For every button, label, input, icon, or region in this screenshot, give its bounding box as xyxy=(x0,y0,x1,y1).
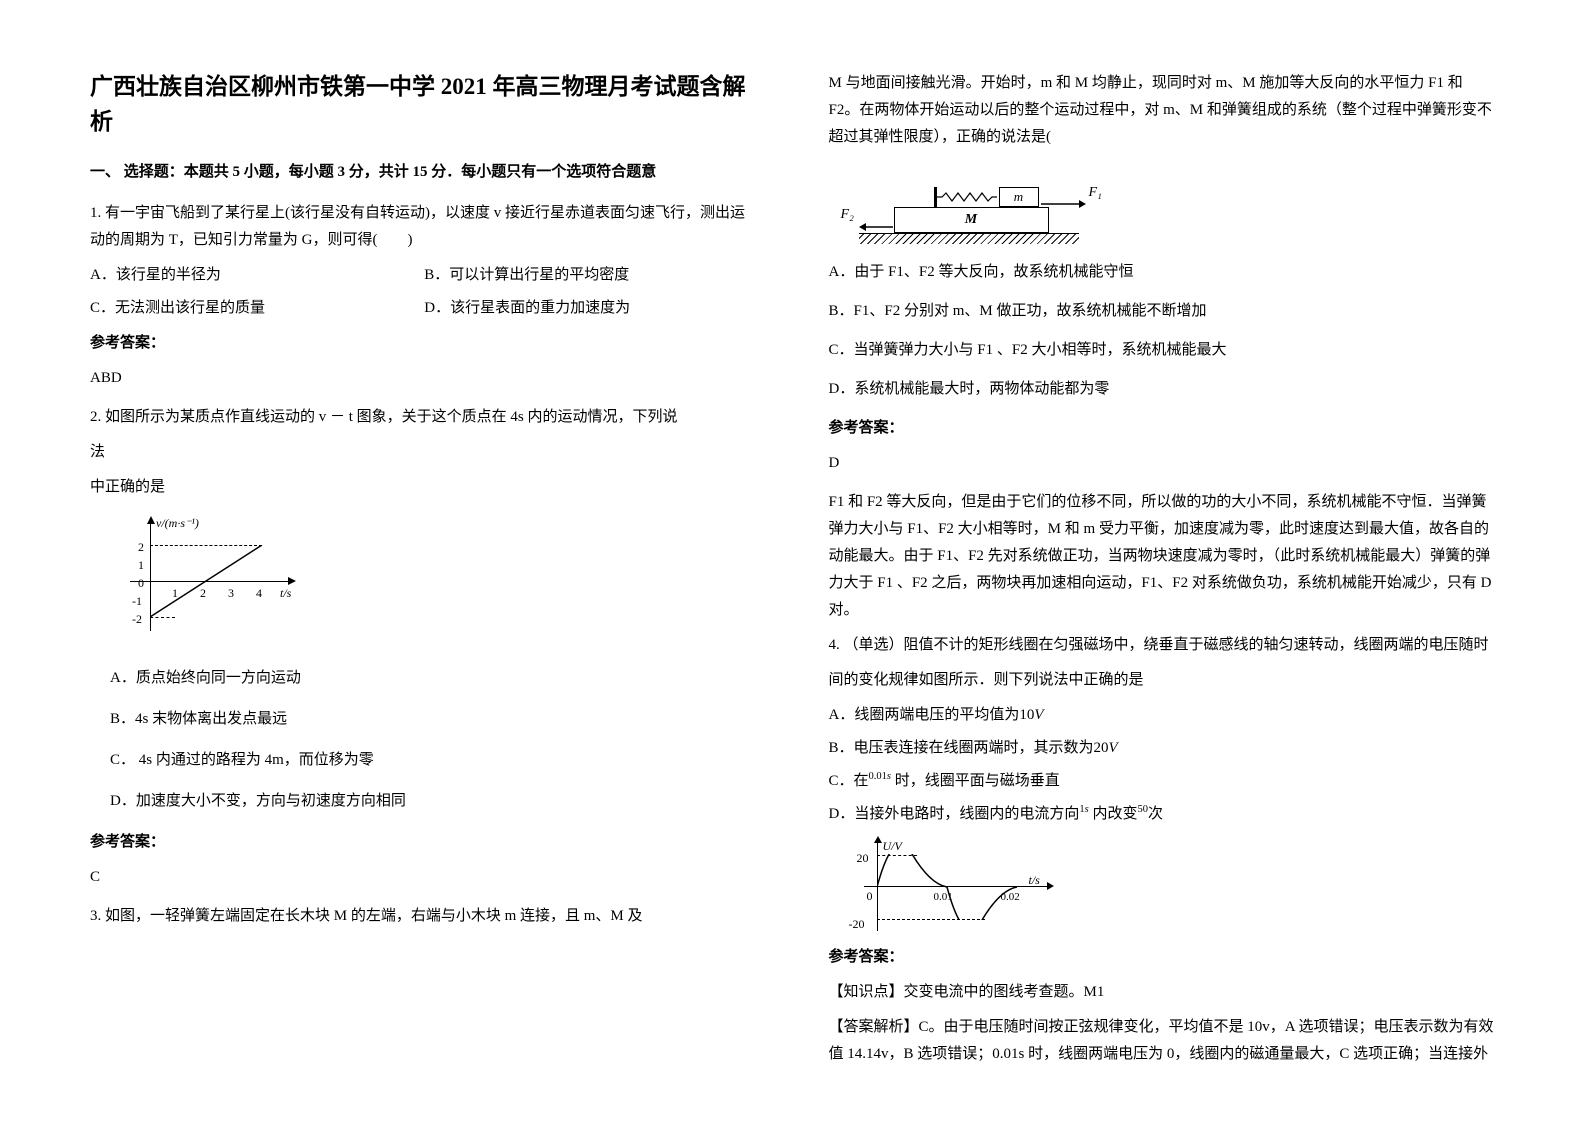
q4-text-2: 间的变化规律如图所示．则下列说法中正确的是 xyxy=(829,667,1498,694)
vt-line-svg xyxy=(150,545,270,625)
vt-xlabel: t/s xyxy=(280,583,291,605)
q1-answer: ABD xyxy=(90,365,759,392)
q2-answer: C xyxy=(90,864,759,891)
q4-opt-b: B．电压表连接在线圈两端时，其示数为20V xyxy=(829,735,1498,762)
q3-text-start: 3. 如图，一轻弹簧左端固定在长木块 M 的左端，右端与小木块 m 连接，且 m… xyxy=(90,903,759,930)
q4-explanation: 【答案解析】C。由于电压随时间按正弦规律变化，平均值不是 10v，A 选项错误；… xyxy=(829,1014,1498,1068)
q1-answer-label: 参考答案： xyxy=(90,330,759,357)
q3-text-cont: M 与地面间接触光滑。开始时，m 和 M 均静止，现同时对 m、M 施加等大反向… xyxy=(829,70,1498,151)
sine-zero: 0 xyxy=(867,886,873,908)
vt-yn2: -2 xyxy=(132,609,142,631)
f1-label: F₁ xyxy=(1089,180,1102,205)
q1-opt-c: C．无法测出该行星的质量 xyxy=(90,295,424,322)
q2-text-1: 2. 如图所示为某质点作直线运动的 v － t 图象，关于这个质点在 4s 内的… xyxy=(90,404,759,431)
q3-opt-d: D．系统机械能最大时，两物体动能都为零 xyxy=(829,376,1498,403)
q1-opt-b: B．可以计算出行星的平均密度 xyxy=(424,262,758,289)
block-M-label: M xyxy=(894,207,1049,233)
sine-ymax: 20 xyxy=(857,848,869,870)
q3-answer-label: 参考答案： xyxy=(829,415,1498,442)
q3-explanation: F1 和 F2 等大反向，但是由于它们的位移不同，所以做的功的大小不同，系统机械… xyxy=(829,489,1498,624)
q2-text-3: 中正确的是 xyxy=(90,474,759,501)
vt-ylabel: v/(m·s⁻¹) xyxy=(156,513,199,535)
sine-chart: U/V t/s 20 -20 0 0.01 0.02 xyxy=(849,836,1059,936)
q2-opt-a: A．质点始终向同一方向运动 xyxy=(110,665,759,692)
left-column: 广西壮族自治区柳州市铁第一中学 2021 年高三物理月考试题含解析 一、 选择题… xyxy=(90,70,759,1052)
q2-opt-c: C． 4s 内通过的路程为 4m，而位移为零 xyxy=(110,747,759,774)
q3-opt-a: A．由于 F1、F2 等大反向，故系统机械能守恒 xyxy=(829,259,1498,286)
q1-opt-d: D．该行星表面的重力加速度为 xyxy=(424,295,758,322)
page-title: 广西壮族自治区柳州市铁第一中学 2021 年高三物理月考试题含解析 xyxy=(90,70,759,139)
q4-text-1: 4. （单选）阻值不计的矩形线圈在匀强磁场中，绕垂直于磁感线的轴匀速转动，线圈两… xyxy=(829,632,1498,659)
sine-ymin: -20 xyxy=(849,914,865,936)
q1-text: 1. 有一宇宙飞船到了某行星上(该行星没有自转运动)，以速度 v 接近行星赤道表… xyxy=(90,200,759,254)
q4-answer-label: 参考答案： xyxy=(829,944,1498,971)
q1-opt-a: A．该行星的半径为 xyxy=(90,262,424,289)
q3-opt-b: B．F1、F2 分别对 m、M 做正功，故系统机械能不断增加 xyxy=(829,298,1498,325)
block-m-label: m xyxy=(999,187,1039,207)
q4-opt-a: A．线圈两端电压的平均值为10V xyxy=(829,702,1498,729)
spring-diagram: M m F₁ F₂ xyxy=(859,165,1109,245)
question-1: 1. 有一宇宙飞船到了某行星上(该行星没有自转运动)，以速度 v 接近行星赤道表… xyxy=(90,200,759,392)
section-heading: 一、 选择题：本题共 5 小题，每小题 3 分，共计 15 分．每小题只有一个选… xyxy=(90,159,759,186)
q2-opt-d: D．加速度大小不变，方向与初速度方向相同 xyxy=(110,788,759,815)
q4-opt-c: C．在0.01s 时，线圈平面与磁场垂直 xyxy=(829,768,1498,795)
sine-xlabel: t/s xyxy=(1029,870,1040,892)
vt-chart: v/(m·s⁻¹) t/s 2 1 0 -1 -2 1 2 3 4 xyxy=(120,511,300,651)
q2-opt-b: B．4s 末物体离出发点最远 xyxy=(110,706,759,733)
q4-opt-d: D．当接外电路时，线圈内的电流方向1s 内改变50次 xyxy=(829,801,1498,828)
q3-answer: D xyxy=(829,450,1498,477)
q2-answer-label: 参考答案： xyxy=(90,829,759,856)
q2-text-2: 法 xyxy=(90,439,759,466)
question-2: 2. 如图所示为某质点作直线运动的 v － t 图象，关于这个质点在 4s 内的… xyxy=(90,404,759,891)
exam-page: 广西壮族自治区柳州市铁第一中学 2021 年高三物理月考试题含解析 一、 选择题… xyxy=(90,70,1497,1052)
q3-opt-c: C．当弹簧弹力大小与 F1 、F2 大小相等时，系统机械能最大 xyxy=(829,337,1498,364)
q4-knowledge: 【知识点】交变电流中的图线考查题。M1 xyxy=(829,979,1498,1006)
f2-label: F₂ xyxy=(841,202,854,227)
sine-curve xyxy=(877,854,1027,920)
right-column: M 与地面间接触光滑。开始时，m 和 M 均静止，现同时对 m、M 施加等大反向… xyxy=(829,70,1498,1052)
